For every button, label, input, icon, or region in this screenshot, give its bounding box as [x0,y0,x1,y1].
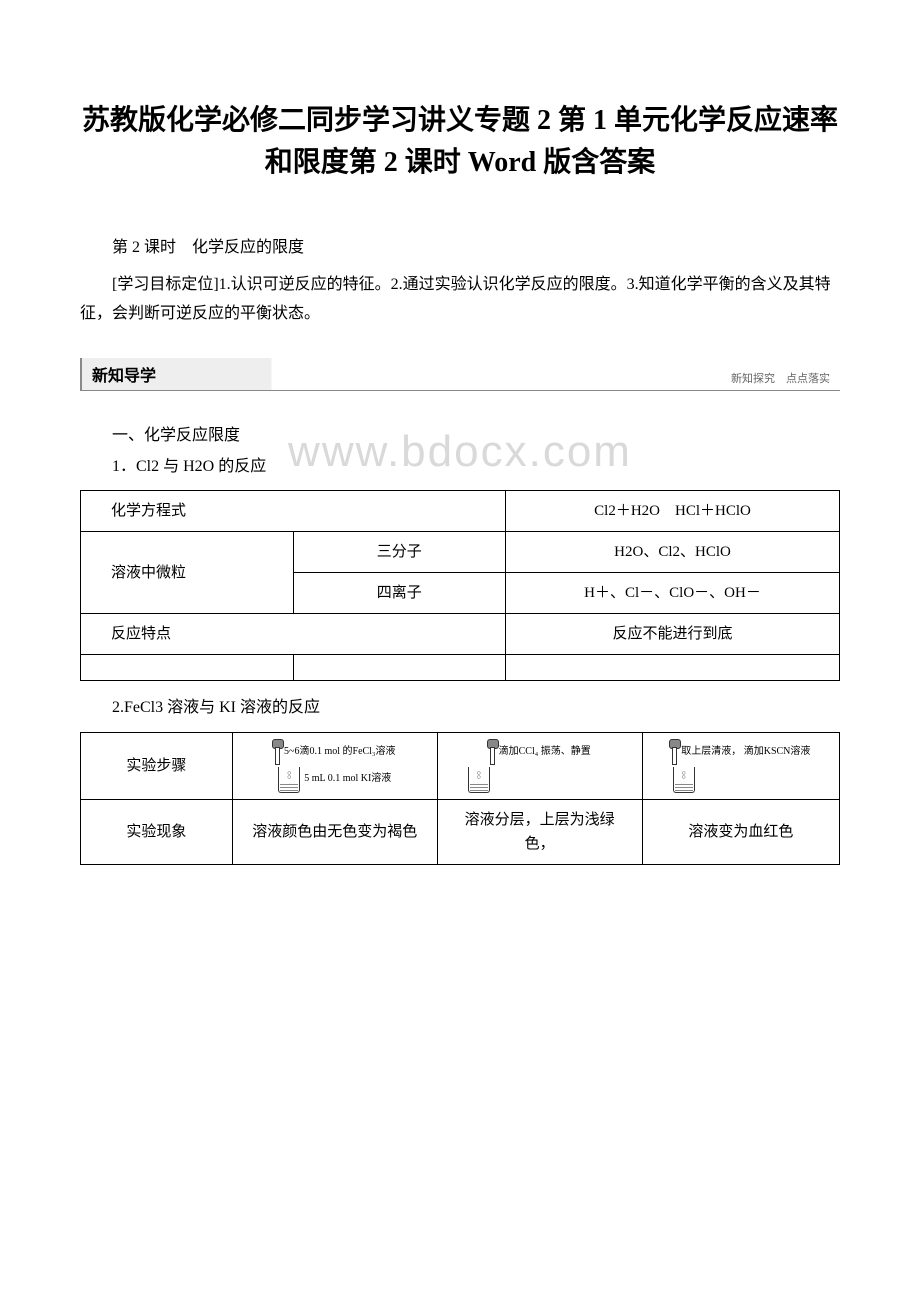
subsection-2: 2.FeCl3 溶液与 KI 溶液的反应 [80,693,840,723]
t2-r1c1: 实验步骤 [81,732,233,799]
t2-r2c1: 实验现象 [81,799,233,864]
t1-r5c3 [506,655,840,681]
t2-r2c4: 溶液变为血红色 [642,799,839,864]
dropper-icon [274,739,280,765]
beaker-icon: ○○ [278,767,300,793]
beaker-icon: ○○ [673,767,695,793]
t1-r5c1 [81,655,294,681]
t1-r3c3: H＋、Cl－、ClO－、OH－ [506,573,840,614]
t1-r2c2: 三分子 [293,532,506,573]
lesson-heading: 第 2 课时 化学反应的限度 [80,234,840,263]
t1-r4c1: 反应特点 [81,614,506,655]
watermark-section: www.bdocx.com 一、化学反应限度 1．Cl2 与 H2O 的反应 [80,421,840,482]
step2-dropper-text: 滴加CCl₄ 振荡、静置 [499,745,591,758]
t1-r5c2 [293,655,506,681]
guide-label: 新知导学 [92,362,156,386]
learning-objectives: [学习目标定位]1.认识可逆反应的特征。2.通过实验认识化学反应的限度。3.知道… [80,271,840,329]
t1-r1c1: 化学方程式 [81,491,506,532]
t1-r1c3: Cl2＋H2O HCl＋HClO [506,491,840,532]
t2-step2: 滴加CCl₄ 振荡、静置 ○○ [437,732,642,799]
t2-step1: 5~6滴0.1 mol 的FeCl₃溶液 ○○ 5 mL 0.1 mol KI溶… [232,732,437,799]
step3-dropper-text: 取上层清液， 滴加KSCN溶液 [681,745,810,758]
step1-dropper-text: 5~6滴0.1 mol 的FeCl₃溶液 [284,745,395,758]
table-2: 实验步骤 5~6滴0.1 mol 的FeCl₃溶液 ○○ 5 mL 0.1 mo… [80,732,840,865]
t2-r2c3: 溶液分层，上层为浅绿色， [437,799,642,864]
step1-beaker-text: 5 mL 0.1 mol KI溶液 [304,772,391,785]
t1-r3c2: 四离子 [293,573,506,614]
t2-r2c2: 溶液颜色由无色变为褐色 [232,799,437,864]
guide-banner: 新知导学 新知探究 点点落实 [80,358,840,391]
guide-sub: 新知探究 点点落实 [731,370,830,386]
t1-r2c1: 溶液中微粒 [81,532,294,614]
t1-r4c3: 反应不能进行到底 [506,614,840,655]
subsection-1: 1．Cl2 与 H2O 的反应 [80,452,840,482]
dropper-icon [489,739,495,765]
section-1-title: 一、化学反应限度 [80,421,840,451]
doc-title: 苏教版化学必修二同步学习讲义专题 2 第 1 单元化学反应速率和限度第 2 课时… [80,100,840,184]
table-1: 化学方程式 Cl2＋H2O HCl＋HClO 溶液中微粒 三分子 H2O、Cl2… [80,490,840,681]
beaker-icon: ○○ [468,767,490,793]
t1-r2c3: H2O、Cl2、HClO [506,532,840,573]
t2-step3: 取上层清液， 滴加KSCN溶液 ○○ [642,732,839,799]
dropper-icon [671,739,677,765]
